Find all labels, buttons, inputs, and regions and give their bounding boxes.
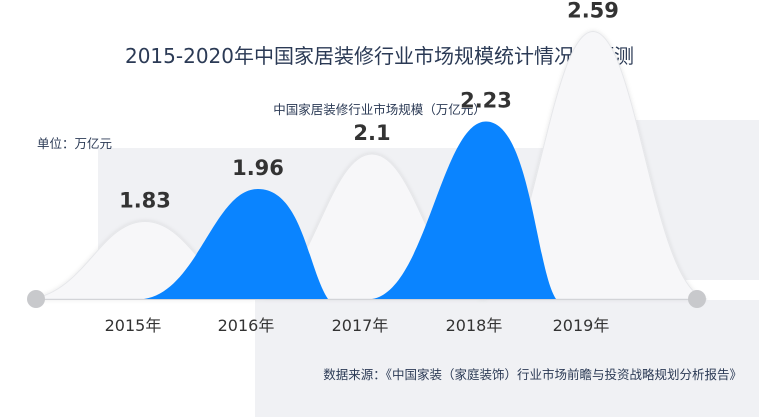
axis-start-dot [27, 290, 45, 308]
chart-title: 2015-2020年中国家居装修行业市场规模统计情况及预测 [124, 44, 634, 68]
source-note: 数据来源：《中国家装（家庭装饰）行业市场前瞻与投资战略规划分析报告》 [323, 367, 742, 382]
x-tick-label: 2018年 [446, 316, 503, 335]
x-tick-label: 2015年 [105, 316, 162, 335]
value-label: 2.1 [353, 121, 390, 145]
value-label: 2.23 [460, 89, 512, 113]
chart-subtitle: 中国家居装修行业市场规模（万亿元） [273, 102, 486, 117]
value-peak-2016年 [144, 189, 328, 299]
x-tick-label: 2019年 [553, 316, 610, 335]
value-label: 1.83 [119, 189, 171, 213]
unit-label: 单位：万亿元 [37, 136, 113, 151]
background-panel-bottom [255, 300, 759, 417]
value-peak-2018年 [372, 121, 556, 299]
x-tick-label: 2016年 [218, 316, 275, 335]
value-label: 2.59 [567, 0, 619, 23]
axis-end-dot [688, 290, 706, 308]
value-label: 1.96 [232, 156, 284, 180]
x-tick-label: 2017年 [332, 316, 389, 335]
